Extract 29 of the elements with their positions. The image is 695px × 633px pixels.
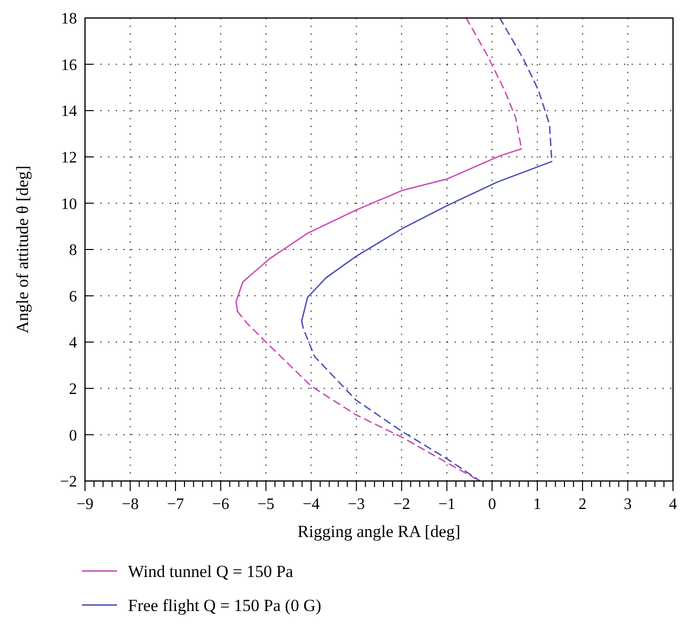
y-tick-label: 18 <box>61 10 77 28</box>
y-tick-label: 12 <box>61 150 77 166</box>
x-tick-label: −3 <box>348 496 365 513</box>
x-tick-label: −6 <box>212 496 230 513</box>
y-tick-label: 14 <box>61 103 77 120</box>
y-tick-label: 16 <box>61 56 77 74</box>
y-axis-title: Angle of attitude θ [deg] <box>13 166 32 334</box>
x-tick-label: −9 <box>76 496 94 513</box>
y-tick-label: 6 <box>69 288 77 306</box>
y-tick-label: 2 <box>69 381 77 398</box>
x-tick-label: −4 <box>302 496 320 513</box>
y-tick-label: 10 <box>61 196 77 213</box>
x-axis-title: Rigging angle RA [deg] <box>298 522 460 541</box>
legend-label: Free flight Q = 150 Pa (0 G) <box>128 596 322 615</box>
x-tick-label: 4 <box>669 496 677 513</box>
x-tick-label: −5 <box>257 496 274 513</box>
x-tick-label: 1 <box>533 496 542 513</box>
x-tick-label: 2 <box>578 496 587 513</box>
legend-label: Wind tunnel Q = 150 Pa <box>128 562 294 581</box>
x-tick-label: 0 <box>488 496 496 513</box>
x-tick-label: −7 <box>166 496 184 513</box>
y-tick-label: 4 <box>69 334 77 352</box>
y-tick-label: 8 <box>69 242 77 260</box>
x-tick-label: −2 <box>393 496 410 513</box>
y-tick-label: 0 <box>69 427 77 444</box>
x-tick-label: −1 <box>438 496 456 513</box>
y-tick-label: −2 <box>60 474 77 491</box>
x-tick-label: 3 <box>624 496 632 513</box>
x-tick-label: −8 <box>122 496 139 513</box>
